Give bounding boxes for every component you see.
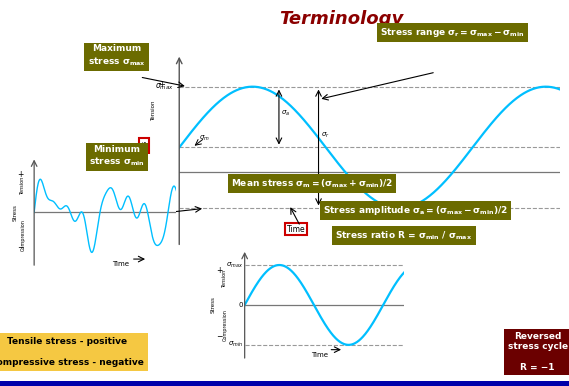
Text: Time: Time	[287, 225, 305, 234]
Text: Stress: Stress	[210, 296, 215, 313]
Text: Time: Time	[311, 352, 328, 358]
Text: Stress: Stress	[13, 204, 18, 221]
Text: +: +	[158, 80, 165, 89]
Text: +: +	[17, 170, 23, 179]
Text: Minimum
stress $\mathbf{\sigma_{min}}$: Minimum stress $\mathbf{\sigma_{min}}$	[89, 145, 145, 168]
Text: Compression: Compression	[222, 309, 228, 341]
Text: $\sigma_r$: $\sigma_r$	[321, 131, 329, 140]
Text: Tension: Tension	[222, 270, 228, 288]
Text: −: −	[158, 213, 165, 223]
Text: Maximum
stress $\mathbf{\sigma_{max}}$: Maximum stress $\mathbf{\sigma_{max}}$	[88, 44, 146, 68]
Text: Stress range $\mathbf{\sigma_r = \sigma_{max} - \sigma_{min}}$: Stress range $\mathbf{\sigma_r = \sigma_…	[380, 26, 525, 39]
Text: $\sigma_{min}$: $\sigma_{min}$	[228, 340, 243, 349]
Text: Tension: Tension	[20, 176, 25, 195]
Text: Mean stress $\mathbf{\sigma_m = (\sigma_{max} + \sigma_{min})/2}$: Mean stress $\mathbf{\sigma_m = (\sigma_…	[231, 177, 393, 190]
Text: $\sigma_m$: $\sigma_m$	[199, 134, 210, 143]
Text: Tension: Tension	[151, 101, 156, 121]
Text: $\sigma_{max}$: $\sigma_{max}$	[155, 81, 174, 92]
Text: Tensile stress - positive

Compressive stress - negative: Tensile stress - positive Compressive st…	[0, 337, 144, 367]
Text: 0: 0	[238, 302, 243, 308]
Text: +: +	[216, 266, 222, 276]
Text: Stress ratio R = $\mathbf{\sigma_{min}}$ / $\mathbf{\sigma_{max}}$: Stress ratio R = $\mathbf{\sigma_{min}}$…	[335, 229, 473, 242]
Text: Reversed
stress cycle

R = −1: Reversed stress cycle R = −1	[508, 332, 568, 372]
Text: $\sigma_{max}$: $\sigma_{max}$	[226, 261, 243, 269]
Text: $\sigma_{min}$: $\sigma_{min}$	[157, 203, 174, 213]
Text: 0: 0	[169, 167, 174, 176]
Text: Terminology: Terminology	[279, 10, 403, 28]
Text: $\sigma_a$: $\sigma_a$	[281, 109, 290, 118]
Text: −: −	[216, 332, 222, 341]
Text: Compression: Compression	[20, 218, 25, 251]
Text: Time: Time	[113, 261, 129, 266]
Text: −: −	[17, 244, 23, 252]
Text: Stress amplitude $\mathbf{\sigma_a = (\sigma_{max} - \sigma_{min})/2}$: Stress amplitude $\mathbf{\sigma_a = (\s…	[323, 204, 508, 217]
Text: Compression: Compression	[151, 178, 156, 214]
Text: Stress: Stress	[141, 139, 147, 161]
